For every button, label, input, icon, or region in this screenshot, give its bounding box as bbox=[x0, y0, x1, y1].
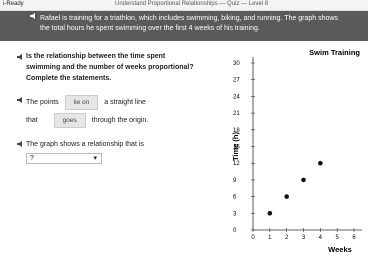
point bbox=[301, 177, 306, 183]
question: Is the relationship between the time spe… bbox=[26, 53, 194, 82]
point bbox=[267, 211, 273, 216]
speaker-icon[interactable] bbox=[30, 13, 37, 19]
x-tick-label: 1 bbox=[268, 235, 272, 241]
x-tick-label: 0 bbox=[251, 235, 255, 241]
speaker-icon[interactable] bbox=[17, 97, 24, 103]
y-tick-label: 3 bbox=[233, 211, 237, 217]
text: through the origin. bbox=[91, 117, 149, 124]
y-tick-label: 15 bbox=[233, 145, 240, 151]
answer-box[interactable]: goes bbox=[53, 113, 86, 128]
y-tick-label: 21 bbox=[233, 111, 240, 117]
answer-box[interactable]: lie on bbox=[64, 95, 99, 110]
x-tick-label: 5 bbox=[335, 235, 339, 241]
x-tick-label: 2 bbox=[285, 235, 289, 241]
prompt-banner: Rafael is training for a triathlon, whic… bbox=[0, 11, 368, 41]
top-bar: i-Ready Understand Proportional Relation… bbox=[0, 0, 368, 11]
text: The points bbox=[26, 99, 59, 106]
y-axis-label: Time (h) bbox=[231, 131, 240, 161]
y-tick-label: 30 bbox=[233, 61, 240, 67]
y-tick-label: 6 bbox=[233, 195, 237, 201]
point bbox=[284, 194, 289, 199]
y-tick-label: 0 bbox=[233, 228, 237, 234]
x-axis-label: Weeks bbox=[328, 245, 352, 254]
y-tick-label: 27 bbox=[233, 78, 240, 84]
y-tick-label: 24 bbox=[233, 94, 240, 100]
prompt: Rafael is training for a triathlon, whic… bbox=[40, 15, 338, 32]
text: a straight line bbox=[104, 99, 146, 106]
brand: i-Ready bbox=[3, 1, 24, 7]
chart-title: Swim Training bbox=[309, 48, 360, 57]
y-tick-label: 9 bbox=[233, 178, 237, 184]
x-tick-label: 3 bbox=[302, 235, 306, 241]
text: that bbox=[26, 117, 38, 124]
point bbox=[318, 160, 323, 166]
speaker-icon[interactable] bbox=[17, 54, 24, 60]
x-tick-label: 6 bbox=[352, 235, 356, 241]
dropdown-value: ? bbox=[30, 155, 34, 162]
y-tick-label: 12 bbox=[233, 161, 240, 167]
speaker-icon[interactable] bbox=[17, 141, 24, 147]
statement-2: that goes through the origin. bbox=[26, 113, 148, 128]
x-tick-label: 4 bbox=[319, 235, 323, 241]
statement-1: The points lie on a straight line bbox=[26, 95, 146, 110]
quiz-title: Understand Proportional Relationships — … bbox=[115, 1, 269, 7]
statement-3: The graph shows a relationship that is bbox=[26, 141, 144, 148]
arrow: ▾ bbox=[93, 155, 97, 162]
y-tick-label: 18 bbox=[233, 128, 240, 134]
dropdown[interactable]: ? ▾ bbox=[26, 153, 102, 164]
